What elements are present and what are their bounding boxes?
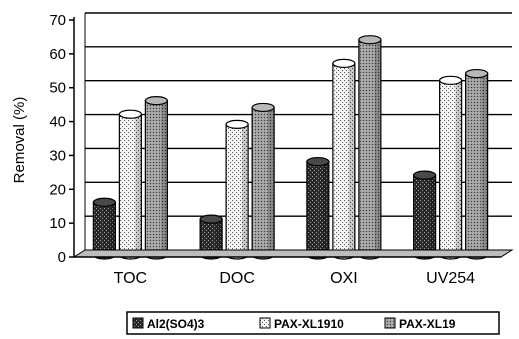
legend-swatch [132, 317, 144, 329]
legend-swatch [259, 317, 271, 329]
y-tick-label: 50 [49, 80, 66, 97]
axes [69, 17, 514, 258]
bar-PAX-XL19-OXI [358, 35, 382, 260]
y-tick-label: 30 [49, 147, 66, 164]
y-tick-label: 20 [49, 181, 66, 198]
bar-PAX-XL1910-OXI [332, 58, 356, 260]
legend-label: PAX-XL19 [399, 317, 456, 331]
y-axis-label: Removal (%) [11, 97, 28, 184]
bar-PAX-XL1910-TOC [118, 109, 142, 260]
y-tick-label: 60 [49, 46, 66, 63]
category-label-DOC: DOC [219, 270, 255, 287]
y-tick-labels: 0 10 20 30 40 50 60 70 [49, 12, 66, 266]
category-label-OXI: OXI [330, 270, 358, 287]
legend-swatch [384, 317, 396, 329]
y-tick-label: 70 [49, 12, 66, 29]
bar-Al2(SO4)3-TOC [92, 197, 116, 260]
y-tick-label: 10 [49, 215, 66, 232]
legend-item-PAX-XL1910: PAX-XL1910 [259, 317, 344, 331]
bar-PAX-XL19-TOC [144, 96, 168, 260]
y-tick-label: 40 [49, 114, 66, 131]
legend-frame [126, 311, 500, 335]
legend-item-Al2(SO4)3: Al2(SO4)3 [132, 317, 205, 331]
legend: Al2(SO4)3 PAX-XL1910 PAX-XL19 [126, 311, 500, 335]
chart-floor [72, 249, 514, 258]
legend-label: PAX-XL1910 [274, 317, 344, 331]
y-tick-label: 0 [58, 249, 66, 266]
bars [92, 35, 489, 260]
bar-Al2(SO4)3-UV254 [413, 170, 437, 260]
legend-label: Al2(SO4)3 [147, 317, 205, 331]
legend-item-PAX-XL19: PAX-XL19 [384, 317, 456, 331]
category-label-UV254: UV254 [426, 270, 475, 287]
bar-PAX-XL1910-UV254 [439, 75, 463, 260]
bar-Al2(SO4)3-DOC [199, 214, 223, 260]
bar-PAX-XL19-UV254 [465, 68, 489, 260]
category-labels: TOC DOC OXI UV254 [114, 270, 476, 287]
bar-PAX-XL19-DOC [251, 102, 275, 260]
category-label-TOC: TOC [114, 270, 147, 287]
bar-PAX-XL1910-DOC [225, 119, 249, 260]
bar-Al2(SO4)3-OXI [306, 156, 330, 260]
